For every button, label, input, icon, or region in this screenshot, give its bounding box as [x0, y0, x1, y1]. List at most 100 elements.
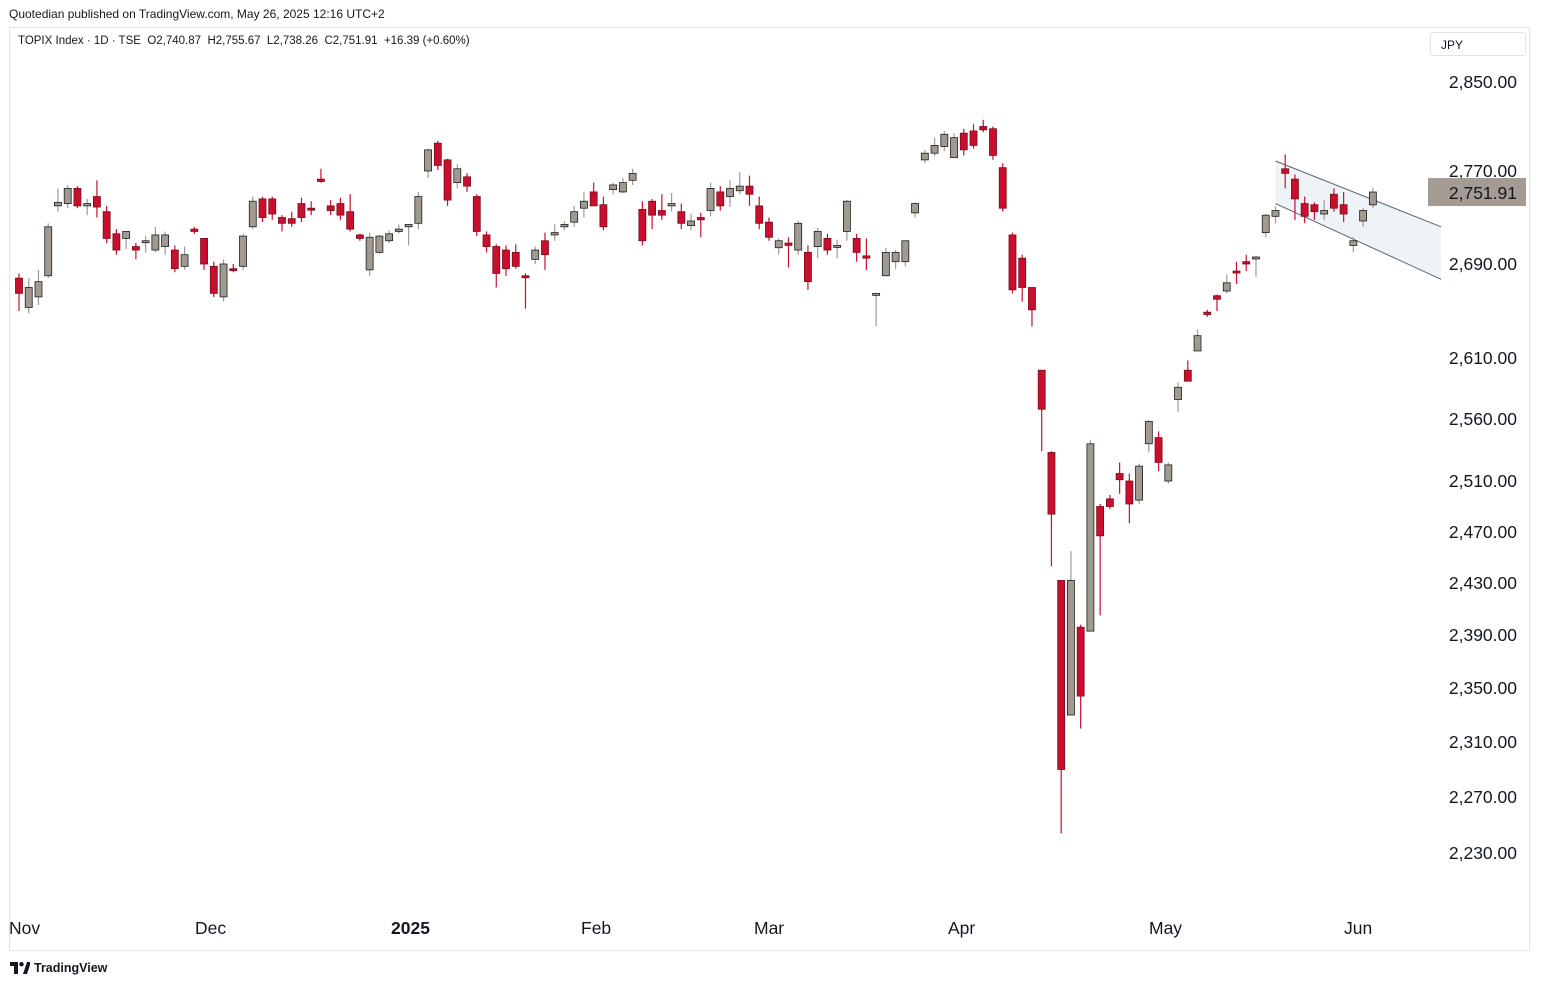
- candle: [1310, 202, 1319, 220]
- candle: [394, 224, 403, 234]
- candle-body: [862, 255, 871, 259]
- candle: [239, 233, 247, 270]
- candle-body: [15, 277, 23, 294]
- candle: [784, 237, 793, 268]
- candle: [833, 239, 842, 259]
- candle-body: [638, 208, 647, 242]
- candle: [1096, 503, 1105, 616]
- tradingview-logo[interactable]: TradingView: [10, 961, 107, 975]
- candle: [1105, 495, 1114, 510]
- candle-body: [1261, 214, 1270, 234]
- channel-drawing[interactable]: [1275, 160, 1442, 280]
- candle-body: [774, 240, 783, 249]
- candle-body: [531, 249, 540, 260]
- candle-body: [511, 251, 520, 267]
- legend-symbol[interactable]: TOPIX Index · 1D · TSE: [18, 35, 141, 47]
- candle-body: [472, 196, 481, 232]
- candle-body: [1300, 203, 1309, 217]
- channel-fill: [1275, 160, 1442, 280]
- candle: [1291, 174, 1299, 220]
- candle-body: [1359, 210, 1368, 222]
- price-axis[interactable]: 2,850.00 2,770.00 2,690.00 2,610.00 2,560.00…: [1449, 72, 1517, 863]
- candle: [706, 182, 715, 217]
- candle-body: [1339, 204, 1348, 215]
- candle: [287, 211, 296, 227]
- candle-body: [1291, 178, 1299, 200]
- candle: [151, 226, 160, 253]
- candle: [1232, 261, 1241, 284]
- candle-body: [687, 220, 695, 227]
- candle-body: [657, 210, 666, 216]
- candle: [959, 128, 968, 156]
- candle: [911, 202, 919, 218]
- price-tick-label: 2,770.00: [1449, 161, 1517, 181]
- candle: [346, 194, 355, 232]
- candle-body: [307, 207, 316, 211]
- price-tick-label: 2,610.00: [1449, 348, 1517, 368]
- candle-body: [950, 137, 958, 159]
- candle: [794, 220, 803, 255]
- candle-body: [326, 205, 335, 211]
- candle: [716, 186, 725, 211]
- currency-button[interactable]: JPY: [1430, 32, 1526, 56]
- candle-body: [1125, 480, 1134, 505]
- candle-body: [297, 203, 306, 218]
- candle-body: [959, 132, 968, 151]
- candle-body: [492, 246, 501, 274]
- candle: [24, 278, 33, 314]
- candle-body: [1105, 498, 1114, 507]
- candle: [891, 250, 900, 269]
- candle-body: [385, 233, 394, 242]
- candle-body: [1193, 335, 1202, 352]
- candle-body: [677, 211, 686, 224]
- candle-body: [229, 268, 238, 272]
- candle: [950, 133, 958, 159]
- candle-body: [881, 251, 890, 277]
- time-tick-label: Nov: [9, 918, 40, 938]
- candle: [813, 227, 822, 259]
- candle: [521, 273, 530, 309]
- candle-body: [63, 188, 72, 204]
- candle: [161, 231, 170, 255]
- candle-body: [200, 238, 208, 265]
- candle: [1281, 154, 1290, 189]
- candle-body: [609, 184, 618, 190]
- candle-body: [355, 234, 364, 239]
- candle-body: [365, 236, 374, 271]
- candle: [131, 243, 140, 260]
- candle: [618, 177, 627, 194]
- price-tick-label: 2,350.00: [1449, 678, 1517, 698]
- time-tick-label: Dec: [195, 918, 226, 938]
- candle-body: [521, 275, 530, 279]
- candle: [609, 182, 618, 195]
- channel-upper-line[interactable]: [1275, 160, 1442, 228]
- candle: [326, 200, 335, 216]
- candle: [1086, 440, 1095, 632]
- candle-body: [1242, 261, 1251, 265]
- candle: [969, 124, 978, 149]
- candle: [297, 197, 306, 223]
- candle-body: [1154, 437, 1163, 463]
- legend-high: H2,755.67: [207, 35, 261, 47]
- candle: [170, 245, 179, 273]
- candle-body: [239, 235, 247, 267]
- candle-body: [54, 201, 62, 207]
- candle-body: [813, 231, 822, 247]
- candle-body: [1115, 473, 1124, 481]
- candle: [843, 200, 851, 241]
- candle-body: [44, 226, 53, 277]
- candle-body: [998, 167, 1007, 209]
- candle: [102, 205, 111, 244]
- time-axis[interactable]: Nov Dec 2025 Feb Mar Apr May Jun: [9, 918, 1372, 938]
- candle-body: [1037, 369, 1046, 410]
- candle: [580, 191, 588, 218]
- candle: [657, 194, 666, 220]
- candle-body: [930, 145, 939, 154]
- candle: [774, 238, 783, 255]
- candle: [638, 201, 647, 246]
- candle-body: [278, 217, 286, 224]
- candle-body: [891, 251, 900, 263]
- candle-body: [463, 176, 471, 187]
- candle: [901, 240, 910, 267]
